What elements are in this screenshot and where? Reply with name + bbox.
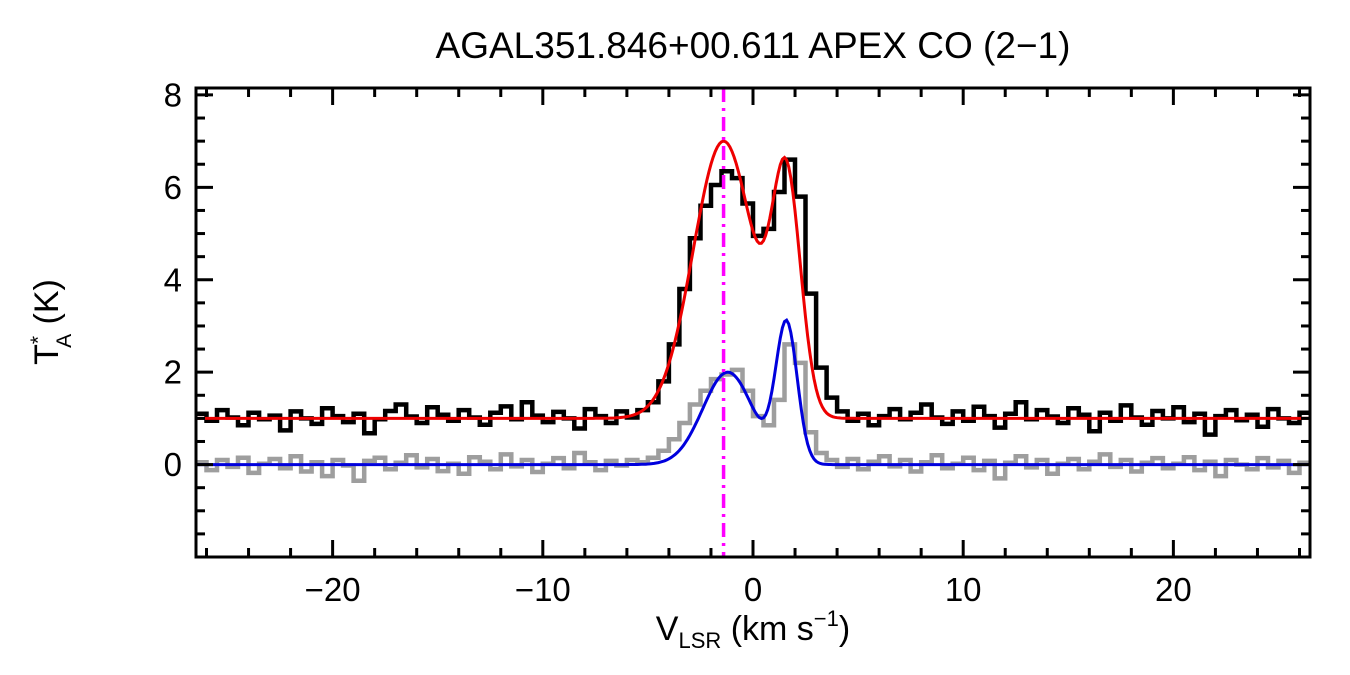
plot-border: [194, 86, 1312, 559]
ticks-layer: −20 −10 0 10 20 0 2 4 6 8: [164, 76, 1310, 608]
y-axis-label: T* A (K): [27, 279, 76, 365]
x-tick-label: 0: [744, 571, 762, 608]
series-layer: [196, 88, 1310, 557]
x-tick-label: 20: [1155, 571, 1192, 608]
y-tick-label: 8: [164, 76, 182, 113]
x-axis-label: VLSR (km s−1): [656, 606, 850, 653]
model-fit-offset-curve: [196, 139, 1310, 420]
x-tick-label: −20: [305, 571, 361, 608]
plot-title: AGAL351.846+00.611 APEX CO (2−1): [436, 25, 1071, 66]
model-fit-curve: [196, 318, 1310, 467]
y-tick-label: 4: [164, 261, 182, 298]
y-tick-label: 2: [164, 354, 182, 391]
y-tick-label: 6: [164, 169, 182, 206]
residual-spectrum-histogram: [196, 342, 1310, 484]
x-tick-label: 10: [945, 571, 982, 608]
x-tick-label: −10: [515, 571, 571, 608]
y-tick-label: 0: [164, 446, 182, 483]
